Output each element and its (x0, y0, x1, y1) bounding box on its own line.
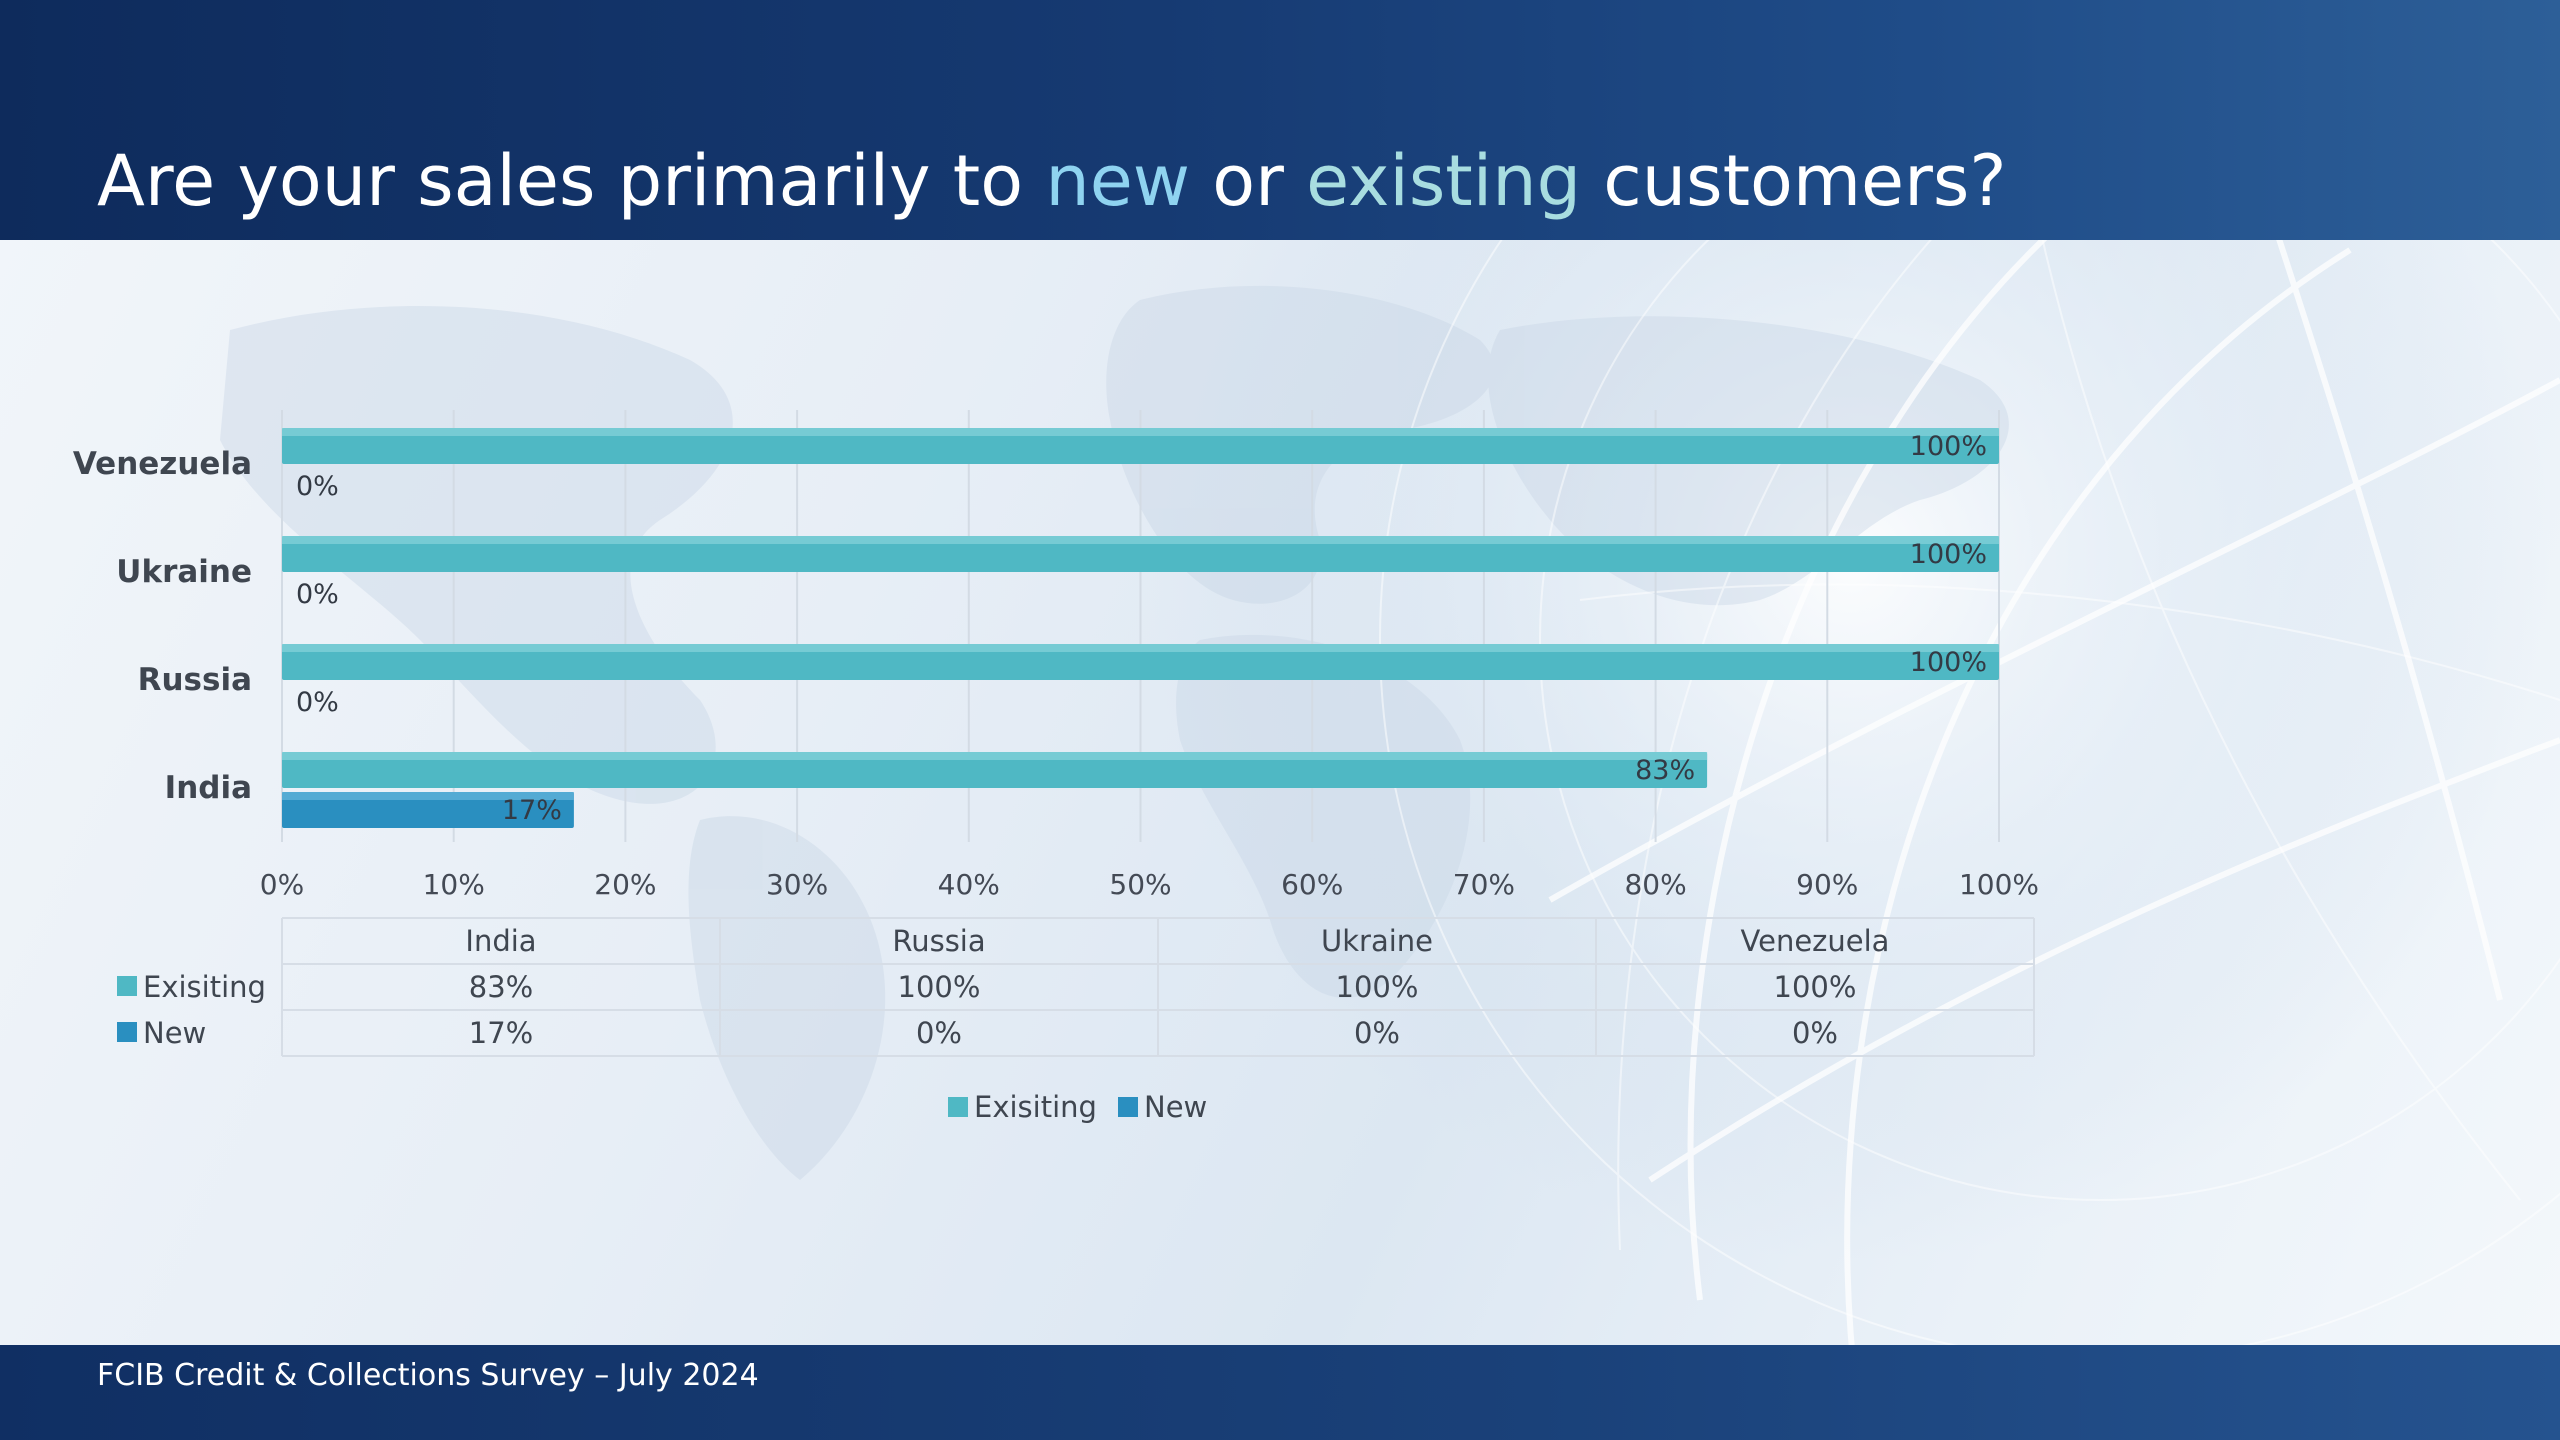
table-cell-existing: 100% (1774, 970, 1857, 1004)
bar-existing (282, 536, 1999, 572)
table-cell-new: 17% (469, 1016, 533, 1050)
legend-swatch-existing (948, 1097, 968, 1117)
x-tick-label: 30% (766, 868, 828, 901)
data-label-new: 0% (296, 687, 339, 718)
x-tick-label: 10% (423, 868, 485, 901)
category-label: India (165, 770, 252, 806)
table-key-existing (117, 976, 137, 996)
legend-swatch-new (1118, 1097, 1138, 1117)
title-highlight-existing: existing (1306, 140, 1581, 222)
x-tick-label: 70% (1453, 868, 1515, 901)
table-cell-existing: 100% (1336, 970, 1419, 1004)
table-cell-existing: 83% (469, 970, 533, 1004)
x-tick-label: 60% (1281, 868, 1343, 901)
category-label: Russia (138, 662, 252, 698)
x-tick-label: 0% (260, 868, 304, 901)
bar-existing (282, 428, 1999, 464)
bar-new-highlight (282, 792, 574, 800)
data-label-new: 0% (296, 471, 339, 502)
title-part2: or (1190, 140, 1307, 222)
table-header-cell: Venezuela (1741, 924, 1890, 958)
title-highlight-new: new (1045, 140, 1191, 222)
table-header-cell: India (465, 924, 536, 958)
table-header-cell: Russia (892, 924, 985, 958)
title-part1: Are your sales primarily to (97, 140, 1046, 222)
bar-existing-highlight (282, 536, 1999, 544)
legend-label-new: New (1144, 1090, 1207, 1124)
table-header-cell: Ukraine (1321, 924, 1433, 958)
data-label-existing: 100% (1910, 539, 1987, 570)
slide-title: Are your sales primarily to new or exist… (97, 140, 2007, 222)
bar-new (282, 792, 574, 828)
bar-existing-highlight (282, 752, 1708, 760)
bar-existing (282, 644, 1999, 680)
data-label-new: 17% (502, 795, 562, 826)
x-tick-label: 50% (1109, 868, 1171, 901)
data-label-existing: 100% (1910, 431, 1987, 462)
footer-text: FCIB Credit & Collections Survey – July … (97, 1358, 759, 1393)
x-tick-label: 80% (1624, 868, 1686, 901)
header-band (0, 0, 2560, 240)
data-label-existing: 100% (1910, 647, 1987, 678)
table-cell-existing: 100% (898, 970, 981, 1004)
table-row-label-new: New (143, 1016, 206, 1050)
x-tick-label: 90% (1796, 868, 1858, 901)
bar-existing-highlight (282, 644, 1999, 652)
category-label: Venezuela (73, 446, 252, 482)
x-tick-label: 40% (938, 868, 1000, 901)
x-tick-label: 20% (594, 868, 656, 901)
footer-band (0, 1345, 2560, 1440)
data-label-new: 0% (296, 579, 339, 610)
x-tick-label: 100% (1959, 868, 2039, 901)
data-label-existing: 83% (1635, 755, 1695, 786)
category-label: Ukraine (116, 554, 252, 590)
legend-label-existing: Exisiting (974, 1090, 1097, 1124)
table-key-new (117, 1022, 137, 1042)
table-cell-new: 0% (1354, 1016, 1400, 1050)
table-row-label-existing: Exisiting (143, 970, 266, 1004)
bar-existing-highlight (282, 428, 1999, 436)
bar-existing (282, 752, 1708, 788)
title-part3: customers? (1581, 140, 2007, 222)
table-cell-new: 0% (1792, 1016, 1838, 1050)
table-cell-new: 0% (916, 1016, 962, 1050)
